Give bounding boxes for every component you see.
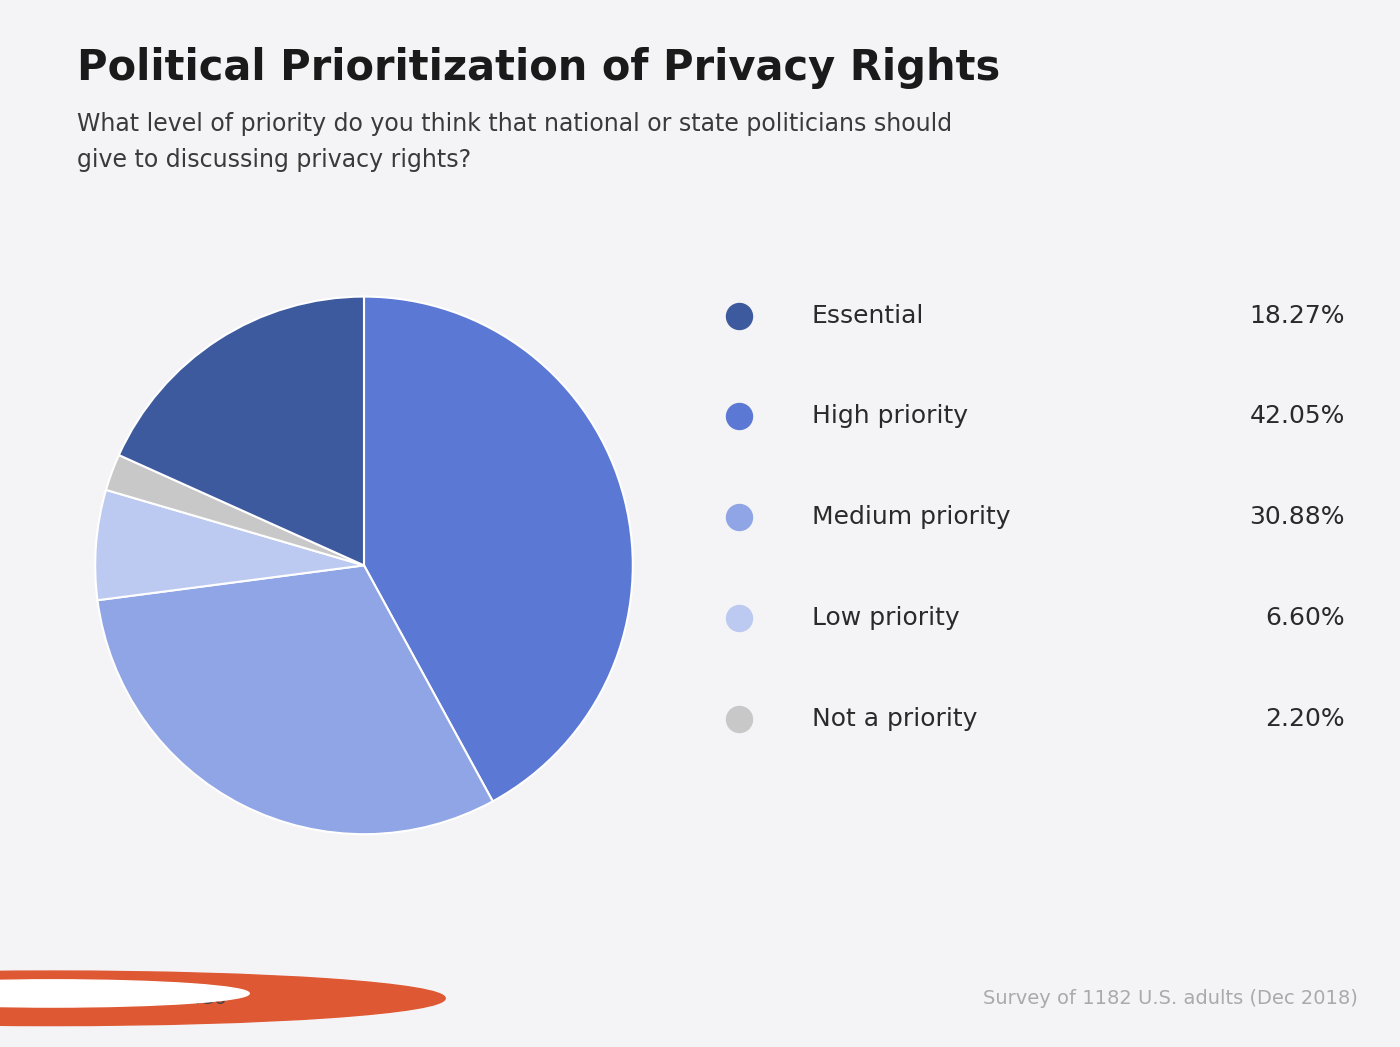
Text: 42.05%: 42.05% (1249, 404, 1345, 428)
Circle shape (0, 980, 249, 1007)
Text: 30.88%: 30.88% (1249, 506, 1345, 529)
Text: Low priority: Low priority (812, 606, 959, 630)
Wedge shape (364, 296, 633, 801)
Text: 6.60%: 6.60% (1266, 606, 1345, 630)
Text: 2.20%: 2.20% (1266, 707, 1345, 731)
Point (728, 308, 750, 325)
Wedge shape (106, 455, 364, 565)
Text: What level of priority do you think that national or state politicians should
gi: What level of priority do you think that… (77, 112, 952, 173)
Text: High priority: High priority (812, 404, 967, 428)
Circle shape (0, 971, 445, 1026)
Point (728, 609, 750, 626)
Point (728, 408, 750, 425)
Text: Essential: Essential (812, 304, 924, 328)
Text: DuckDuckGo: DuckDuckGo (101, 988, 227, 1008)
Wedge shape (98, 565, 493, 834)
Point (728, 509, 750, 526)
Wedge shape (95, 490, 364, 600)
Text: Survey of 1182 U.S. adults (Dec 2018): Survey of 1182 U.S. adults (Dec 2018) (983, 988, 1358, 1008)
Text: Not a priority: Not a priority (812, 707, 977, 731)
Point (728, 710, 750, 727)
Text: Medium priority: Medium priority (812, 506, 1011, 529)
Text: 18.27%: 18.27% (1249, 304, 1345, 328)
Wedge shape (119, 296, 364, 565)
Text: Political Prioritization of Privacy Rights: Political Prioritization of Privacy Righ… (77, 47, 1000, 89)
